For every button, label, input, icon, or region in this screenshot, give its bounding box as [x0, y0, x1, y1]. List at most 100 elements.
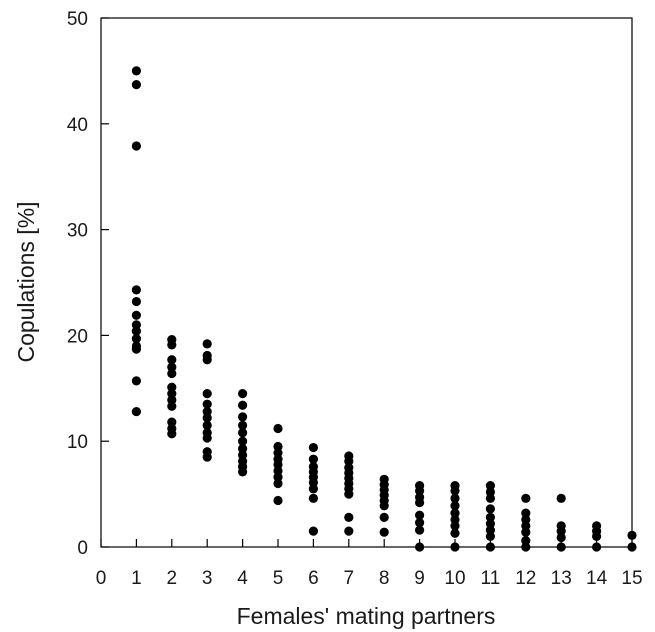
data-point [450, 501, 460, 511]
x-tick-label: 11 [481, 568, 501, 589]
x-tick-label: 8 [379, 568, 390, 589]
data-point [273, 441, 283, 452]
x-tick-label: 5 [273, 568, 284, 589]
data-point [273, 423, 283, 434]
data-point [521, 542, 531, 552]
data-point [556, 532, 566, 543]
data-point [521, 508, 531, 518]
data-point [521, 514, 531, 525]
data-point [273, 466, 283, 476]
data-point [131, 80, 141, 90]
data-point [344, 489, 354, 499]
x-tick-label: 10 [444, 568, 465, 589]
x-tick-label: 4 [237, 568, 248, 589]
x-tick-label: 1 [131, 568, 142, 589]
y-tick-label: 50 [67, 9, 88, 30]
x-tick-label: 0 [96, 568, 107, 589]
data-point [485, 531, 495, 542]
data-point [238, 412, 248, 422]
data-point [238, 388, 248, 399]
data-point [273, 472, 283, 482]
data-point [131, 141, 141, 151]
data-point [131, 320, 141, 330]
data-point [379, 501, 389, 511]
data-point [485, 525, 495, 535]
data-point [202, 355, 212, 365]
data-point [450, 508, 460, 518]
data-point [485, 512, 495, 522]
data-point [308, 493, 318, 503]
data-point [238, 444, 248, 454]
data-point [485, 542, 495, 552]
y-tick-label: 40 [67, 115, 88, 136]
data-point [379, 527, 389, 537]
data-point [202, 452, 212, 462]
y-tick-label: 20 [67, 326, 88, 347]
data-point [308, 526, 318, 536]
y-axis: 0 10 20 30 40 50 [67, 9, 109, 559]
data-point [238, 436, 248, 446]
data-point [344, 456, 354, 466]
data-point [450, 542, 460, 552]
data-point [131, 333, 141, 344]
data-point [556, 542, 566, 552]
data-point [308, 454, 318, 464]
data-point [202, 433, 212, 443]
data-point [273, 448, 283, 458]
data-point [131, 310, 141, 320]
data-point [485, 519, 495, 529]
data-point [521, 493, 531, 503]
data-point [131, 285, 141, 295]
data-point [167, 362, 177, 372]
x-tick-label: 14 [586, 568, 608, 589]
data-point [202, 420, 212, 430]
data-point [238, 467, 248, 477]
data-point [450, 493, 460, 503]
data-point [415, 518, 425, 528]
data-point [202, 406, 212, 417]
data-point [415, 542, 425, 552]
data-point [238, 450, 248, 460]
data-point [627, 542, 637, 552]
data-point [521, 527, 531, 537]
data-point [415, 525, 425, 535]
y-tick-label: 10 [67, 432, 88, 453]
data-point [131, 406, 141, 417]
data-point [202, 413, 212, 423]
data-point [450, 514, 460, 525]
data-point [273, 495, 283, 506]
x-tick-label: 12 [515, 568, 536, 589]
data-point [379, 512, 389, 522]
data-point [344, 526, 354, 536]
data-point [592, 542, 602, 552]
data-point [167, 388, 177, 399]
x-tick-label: 6 [308, 568, 319, 589]
data-point [167, 417, 177, 427]
data-point [273, 459, 283, 470]
x-tick-label: 9 [414, 568, 425, 589]
data-point [308, 442, 318, 453]
data-point [167, 382, 177, 392]
data-point [308, 484, 318, 494]
data-point [415, 510, 425, 520]
data-point [131, 376, 141, 386]
data-point [202, 388, 212, 399]
data-point [131, 344, 141, 354]
data-point [273, 478, 283, 489]
y-tick-label: 30 [67, 221, 88, 242]
data-point [485, 493, 495, 503]
data-point [167, 429, 177, 439]
data-point [344, 512, 354, 522]
data-point [308, 477, 318, 488]
x-tick-label: 3 [202, 568, 213, 589]
data-point [415, 486, 425, 496]
x-tick-label: 7 [344, 568, 355, 589]
data-point [202, 339, 212, 349]
data-point [238, 428, 248, 438]
data-point [131, 326, 141, 336]
data-point [167, 395, 177, 405]
data-point [450, 528, 460, 538]
data-point [627, 530, 637, 540]
data-point [592, 531, 602, 542]
